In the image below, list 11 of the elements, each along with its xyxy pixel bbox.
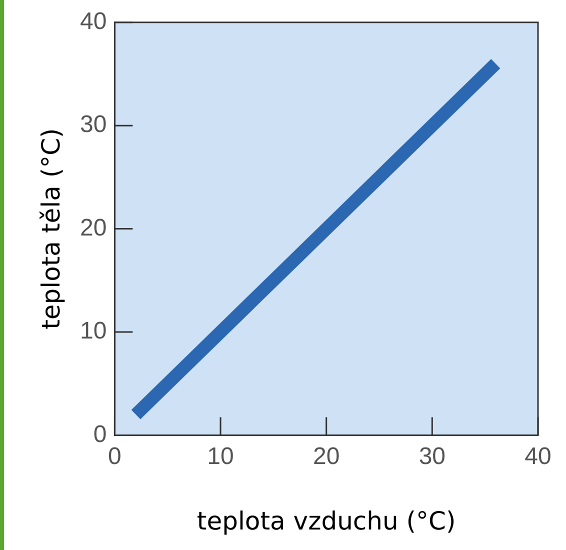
x-tick-label: 20 xyxy=(312,443,340,470)
y-tick-label: 10 xyxy=(80,318,107,345)
y-axis-title: teplota těla (°C) xyxy=(36,128,66,330)
x-tick-label: 40 xyxy=(524,443,552,470)
x-tick-label: 10 xyxy=(207,443,234,470)
y-tick-label: 0 xyxy=(93,420,107,448)
y-tick-label: 20 xyxy=(80,214,107,242)
y-tick-label: 40 xyxy=(80,8,107,36)
x-axis-title: teplota vzduchu (°C) xyxy=(196,506,456,536)
y-tick-label: 30 xyxy=(80,111,107,138)
x-tick-label: 30 xyxy=(418,443,446,470)
